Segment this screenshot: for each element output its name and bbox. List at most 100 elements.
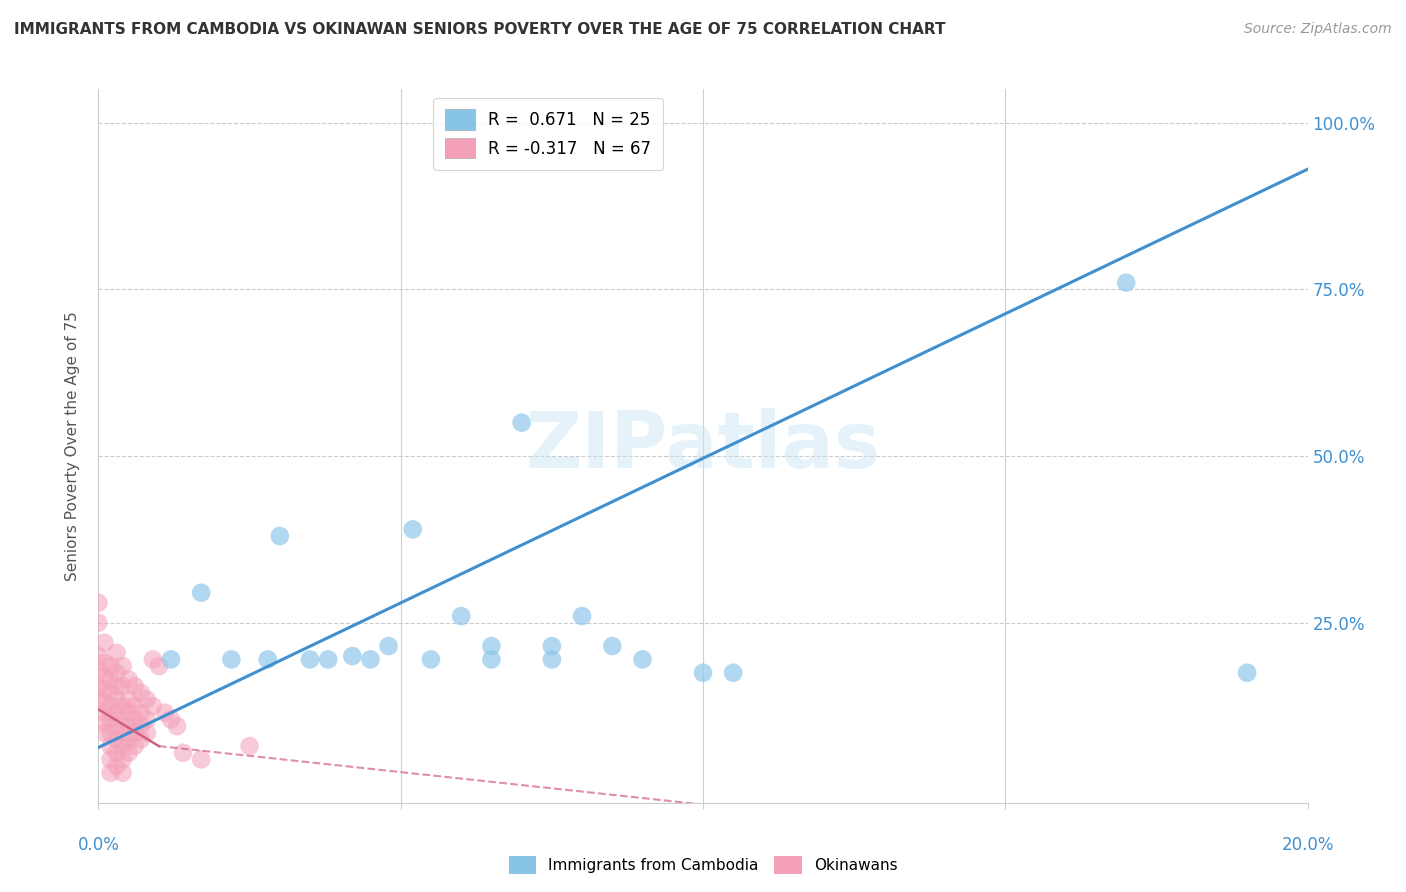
Point [105,732,128,747]
Legend: Immigrants from Cambodia, Okinawans: Immigrants from Cambodia, Okinawans [502,850,904,880]
Point [87,679,110,693]
Point [450,609,472,624]
Point [135,725,157,739]
Point [105,706,128,720]
Point [111,765,134,780]
Text: 20.0%: 20.0% [1281,836,1334,855]
Point [100,713,122,727]
Point [190,585,212,599]
Point [342,649,364,664]
Point [93,669,115,683]
Point [631,652,654,666]
Point [87,649,110,664]
Point [93,715,115,730]
Point [172,746,194,760]
Point [105,665,128,680]
Point [124,713,146,727]
Text: ZIPatlas: ZIPatlas [526,408,880,484]
Point [129,719,152,733]
Point [118,732,141,747]
Point [124,739,146,753]
Point [692,665,714,680]
Point [111,752,134,766]
Text: IMMIGRANTS FROM CAMBODIA VS OKINAWAN SENIORS POVERTY OVER THE AGE OF 75 CORRELAT: IMMIGRANTS FROM CAMBODIA VS OKINAWAN SEN… [14,22,946,37]
Point [221,652,243,666]
Point [540,652,562,666]
Point [142,652,165,666]
Point [1115,276,1137,290]
Point [190,752,212,766]
Point [111,713,134,727]
Point [100,699,122,714]
Point [87,615,110,630]
Point [100,752,122,766]
Point [129,706,152,720]
Point [105,692,128,706]
Point [602,639,624,653]
Text: Source: ZipAtlas.com: Source: ZipAtlas.com [1244,22,1392,37]
Point [360,652,382,666]
Point [129,686,152,700]
Point [160,652,183,666]
Point [118,673,141,687]
Point [118,746,141,760]
Point [87,662,110,676]
Point [105,719,128,733]
Point [93,682,115,697]
Point [118,719,141,733]
Point [100,659,122,673]
Point [118,706,141,720]
Point [93,725,115,739]
Point [1236,665,1258,680]
Point [239,739,262,753]
Point [135,713,157,727]
Point [100,739,122,753]
Point [481,652,503,666]
Point [100,673,122,687]
Point [124,699,146,714]
Point [124,725,146,739]
Point [118,692,141,706]
Point [93,656,115,670]
Point [100,686,122,700]
Point [105,646,128,660]
Point [93,636,115,650]
Point [111,699,134,714]
Point [111,679,134,693]
Point [269,529,291,543]
Point [256,652,278,666]
Point [540,639,562,653]
Point [93,706,115,720]
Point [723,665,745,680]
Point [148,659,170,673]
Point [402,522,425,536]
Point [100,765,122,780]
Point [105,746,128,760]
Point [135,692,157,706]
Point [100,725,122,739]
Point [105,759,128,773]
Point [87,596,110,610]
Legend: R =  0.671   N = 25, R = -0.317   N = 67: R = 0.671 N = 25, R = -0.317 N = 67 [433,97,662,169]
Point [571,609,593,624]
Point [316,652,339,666]
Point [160,713,183,727]
Point [377,639,399,653]
Point [153,706,176,720]
Point [510,416,533,430]
Point [142,699,165,714]
Point [111,739,134,753]
Point [129,732,152,747]
Point [111,659,134,673]
Point [166,719,188,733]
Text: 0.0%: 0.0% [77,836,120,855]
Y-axis label: Seniors Poverty Over the Age of 75: Seniors Poverty Over the Age of 75 [65,311,80,581]
Point [420,652,443,666]
Point [299,652,322,666]
Point [105,679,128,693]
Point [87,692,110,706]
Point [124,679,146,693]
Point [111,725,134,739]
Point [93,696,115,710]
Point [481,639,503,653]
